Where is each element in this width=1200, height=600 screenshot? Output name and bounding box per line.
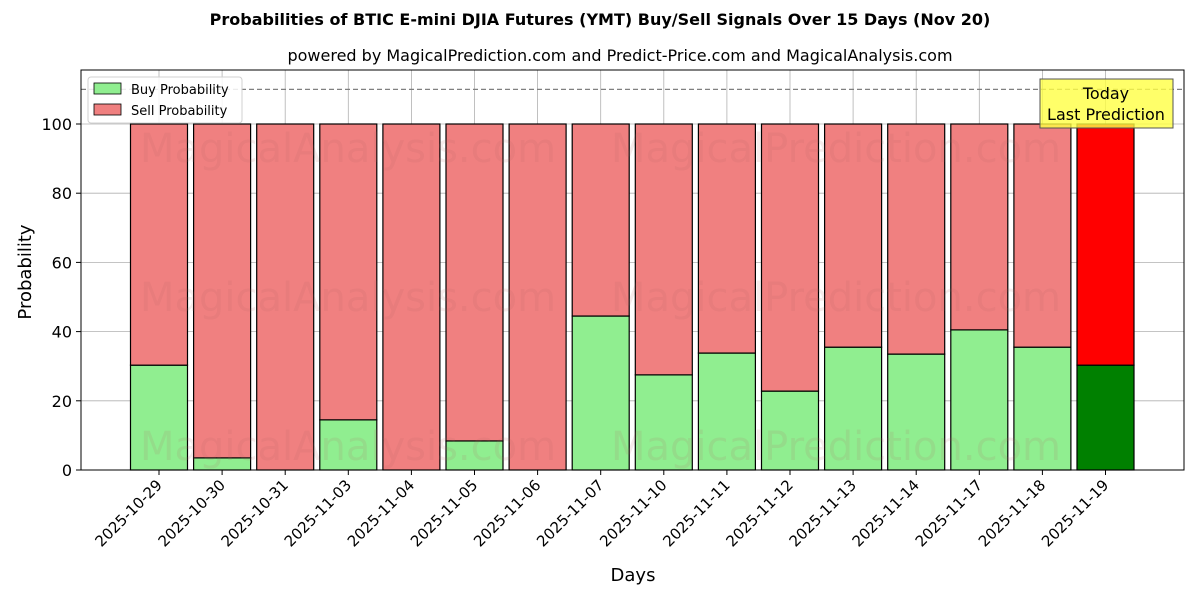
sell-bar bbox=[129, 123, 189, 366]
chart-title: Probabilities of BTIC E-mini DJIA Future… bbox=[209, 10, 991, 29]
sell-bar bbox=[571, 123, 630, 317]
buy-bar bbox=[1076, 364, 1135, 471]
buy-bar bbox=[571, 315, 630, 471]
x-tick-label: 2025-11-07 bbox=[533, 476, 607, 550]
legend-label-sell: Sell Probability bbox=[131, 104, 228, 119]
watermark-text: MagicalAnalysis.com bbox=[140, 424, 556, 470]
y-axis-label: Probability bbox=[15, 224, 36, 319]
legend-swatch-sell bbox=[93, 103, 122, 116]
sell-bar bbox=[887, 123, 946, 355]
x-tick-label: 2025-10-31 bbox=[218, 476, 292, 550]
x-tick-label: 2025-11-14 bbox=[849, 476, 923, 550]
sell-bar bbox=[634, 123, 693, 376]
y-tick-label: 80 bbox=[52, 184, 72, 203]
annotation-box bbox=[1039, 78, 1174, 129]
annotation-text-today: Today bbox=[1082, 84, 1129, 103]
y-tick-label: 40 bbox=[52, 323, 72, 342]
watermark-text: MagicalAnalysis.com bbox=[140, 275, 556, 321]
watermark-text: MagicalAnalysis.com bbox=[140, 126, 556, 172]
sell-bar bbox=[760, 123, 820, 392]
y-tick-label: 0 bbox=[62, 461, 72, 480]
x-tick-label: 2025-10-30 bbox=[155, 476, 229, 550]
sell-bar bbox=[319, 123, 378, 421]
x-tick-label: 2025-11-06 bbox=[470, 476, 544, 550]
axes-frame bbox=[80, 69, 1185, 471]
x-axis-label: Days bbox=[611, 565, 656, 586]
x-tick-label: 2025-11-05 bbox=[407, 476, 481, 550]
x-tick-label: 2025-11-11 bbox=[659, 476, 733, 550]
legend-label-buy: Buy Probability bbox=[131, 83, 229, 98]
sell-bar bbox=[950, 123, 1009, 331]
y-tick-label: 100 bbox=[41, 115, 72, 134]
x-tick-label: 2025-11-17 bbox=[912, 476, 986, 550]
buy-bar bbox=[823, 346, 883, 471]
y-tick-label: 60 bbox=[52, 253, 72, 272]
sell-bar bbox=[823, 123, 883, 348]
sell-bar bbox=[382, 123, 441, 471]
sell-bar bbox=[508, 123, 567, 471]
sell-bar bbox=[256, 123, 315, 471]
buy-bar bbox=[1013, 346, 1072, 471]
legend-box bbox=[87, 76, 243, 124]
watermark-text: MagicalPrediction.com bbox=[611, 424, 1061, 470]
buy-bar bbox=[445, 440, 504, 471]
buy-bar bbox=[697, 352, 757, 471]
sell-bar bbox=[697, 123, 757, 354]
y-tick-label: 20 bbox=[52, 392, 72, 411]
buy-bar bbox=[129, 364, 189, 471]
sell-bar bbox=[1013, 123, 1072, 348]
watermark-text: MagicalPrediction.com bbox=[611, 126, 1061, 172]
chart-subtitle: powered by MagicalPrediction.com and Pre… bbox=[287, 46, 953, 65]
x-tick-label: 2025-11-13 bbox=[786, 476, 860, 550]
x-tick-label: 2025-11-04 bbox=[344, 476, 418, 550]
sell-bar bbox=[445, 123, 504, 442]
x-tick-label: 2025-10-29 bbox=[91, 476, 165, 550]
watermark-text: MagicalPrediction.com bbox=[611, 275, 1061, 321]
x-tick-label: 2025-11-18 bbox=[975, 476, 1049, 550]
sell-bar bbox=[193, 123, 252, 459]
legend-swatch-buy bbox=[93, 82, 122, 95]
x-tick-label: 2025-11-03 bbox=[281, 476, 355, 550]
buy-bar bbox=[950, 329, 1009, 471]
x-tick-label: 2025-11-10 bbox=[596, 476, 670, 550]
x-tick-label: 2025-11-12 bbox=[722, 476, 796, 550]
annotation-text-last-prediction: Last Prediction bbox=[1047, 105, 1165, 124]
sell-bar bbox=[1076, 123, 1135, 366]
x-tick-label: 2025-11-19 bbox=[1038, 476, 1112, 550]
